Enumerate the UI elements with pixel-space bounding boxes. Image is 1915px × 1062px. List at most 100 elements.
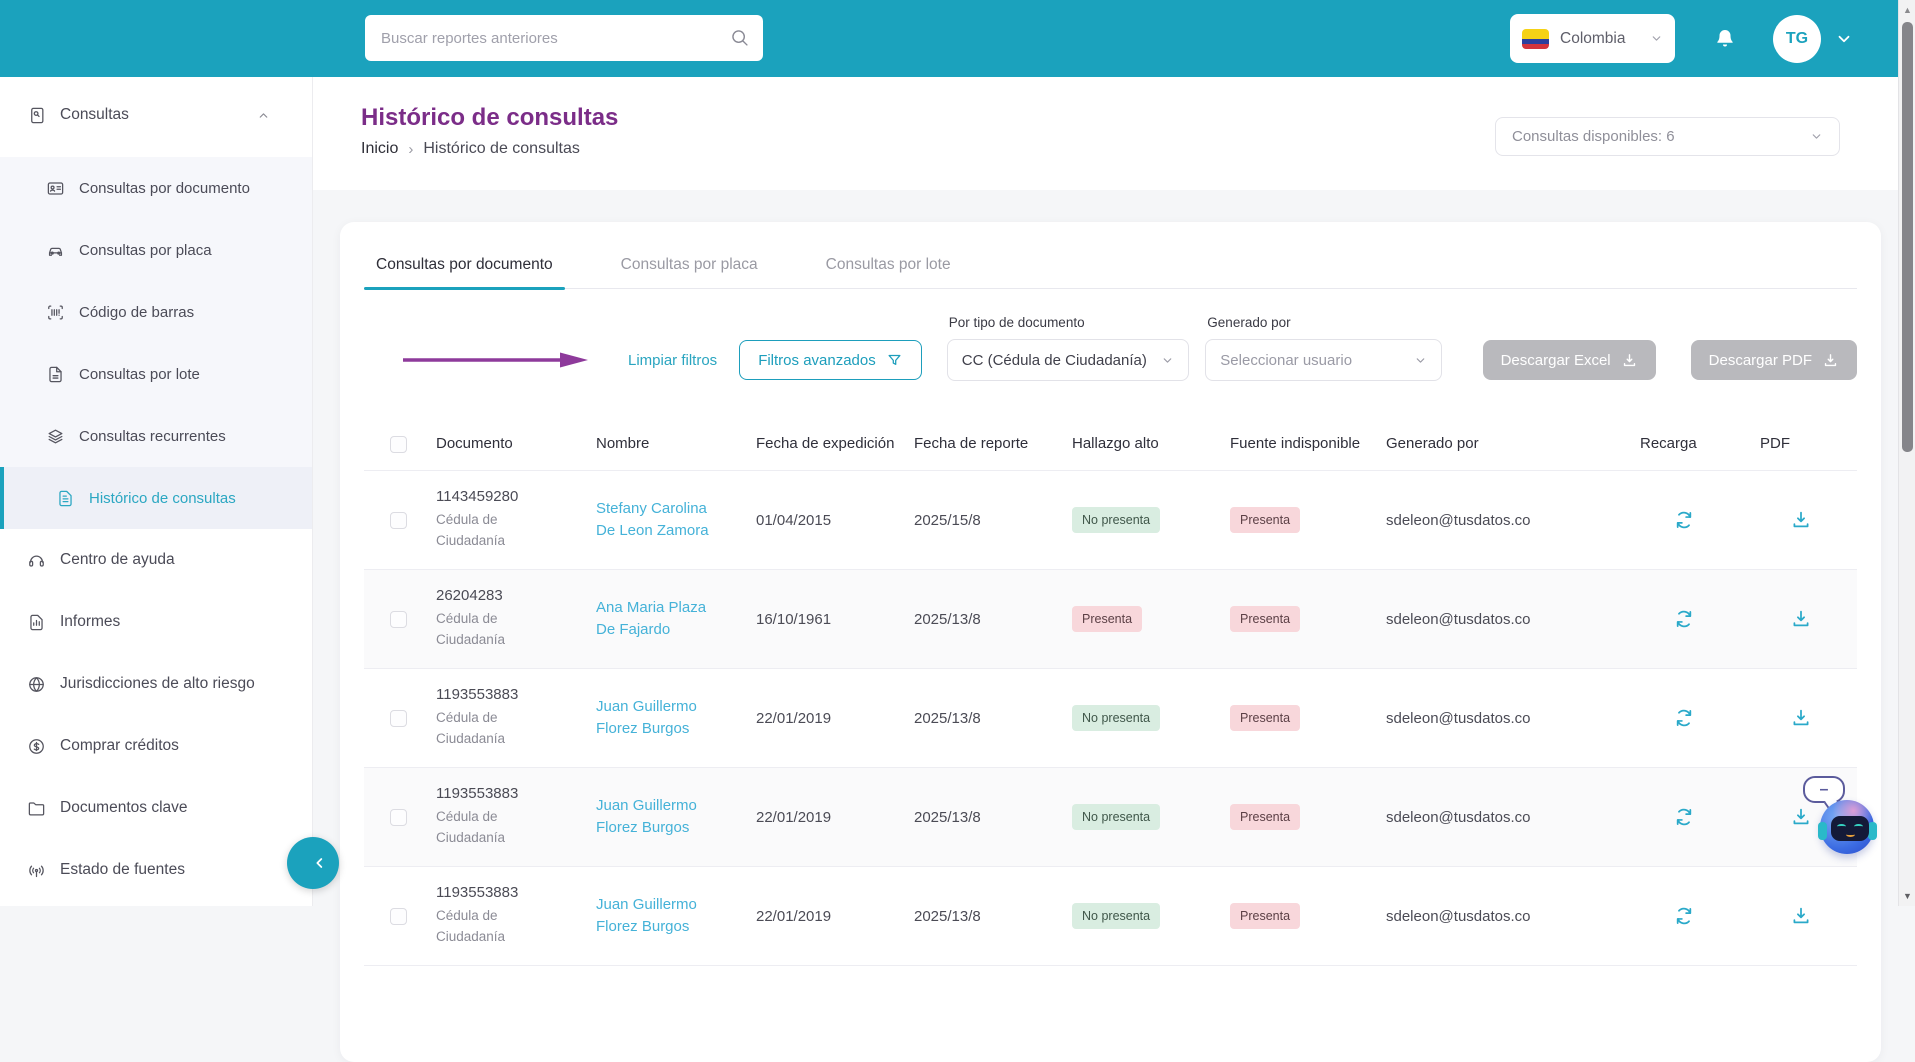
- main-content: Histórico de consultas Inicio › Históric…: [313, 77, 1898, 906]
- unavailable-source-badge: Presenta: [1230, 804, 1300, 830]
- tab-consultas-por-placa[interactable]: Consultas por placa: [609, 248, 770, 288]
- refresh-icon[interactable]: [1673, 905, 1695, 927]
- scroll-up-arrow[interactable]: ▲: [1899, 2, 1915, 18]
- row-checkbox[interactable]: [390, 710, 407, 727]
- doc-type-select[interactable]: CC (Cédula de Ciudadanía): [947, 339, 1190, 381]
- name-cell: Juan Guillermo Florez Burgos: [580, 696, 740, 741]
- person-name-link[interactable]: Ana Maria Plaza De Fajardo: [596, 597, 716, 642]
- sidebar-item-consultas-por-lote[interactable]: Consultas por lote: [0, 343, 312, 405]
- sidebar-item-estado-de-fuentes[interactable]: Estado de fuentes: [0, 839, 312, 901]
- notifications-bell-icon[interactable]: [1713, 27, 1737, 51]
- clear-filters-link[interactable]: Limpiar filtros: [628, 352, 717, 369]
- row-checkbox[interactable]: [390, 908, 407, 925]
- refresh-icon[interactable]: [1673, 608, 1695, 630]
- unavailable-source-cell: Presenta: [1214, 606, 1370, 632]
- sidebar-item-consultas[interactable]: Consultas: [0, 91, 312, 139]
- doc-type-value: CC (Cédula de Ciudadanía): [962, 352, 1152, 369]
- chatbot-ear: [1868, 822, 1877, 840]
- refresh-icon[interactable]: [1673, 806, 1695, 828]
- document-type: Cédula de Ciudadanía: [436, 807, 536, 849]
- sidebar-item-historico-de-consultas[interactable]: Histórico de consultas: [0, 467, 312, 529]
- chevron-up-icon: [257, 109, 270, 122]
- search-input[interactable]: [365, 15, 763, 61]
- breadcrumb-current: Histórico de consultas: [423, 140, 580, 158]
- globe-icon: [27, 675, 46, 694]
- sidebar-collapse-button[interactable]: [287, 837, 339, 889]
- scrollbar-thumb[interactable]: [1902, 22, 1913, 452]
- sidebar-item-comprar-creditos[interactable]: Comprar créditos: [0, 715, 312, 777]
- row-checkbox-cell: [364, 512, 420, 529]
- download-excel-button[interactable]: Descargar Excel: [1483, 340, 1656, 380]
- column-header-generado-por: Generado por: [1370, 434, 1624, 454]
- select-all-checkbox[interactable]: [390, 436, 407, 453]
- download-icon[interactable]: [1790, 608, 1812, 630]
- sidebar-item-consultas-recurrentes[interactable]: Consultas recurrentes: [0, 405, 312, 467]
- column-header-recarga: Recarga: [1624, 434, 1744, 454]
- sidebar-item-label: Consultas por placa: [79, 242, 212, 259]
- sidebar-item-codigo-de-barras[interactable]: Código de barras: [0, 281, 312, 343]
- sidebar-item-label: Consultas por lote: [79, 366, 200, 383]
- document-number: 26204283: [436, 587, 580, 604]
- tab-consultas-por-documento[interactable]: Consultas por documento: [364, 248, 565, 288]
- sidebar-item-jurisdicciones-de-alto-riesgo[interactable]: Jurisdicciones de alto riesgo: [0, 653, 312, 715]
- download-icon[interactable]: [1790, 806, 1812, 828]
- name-cell: Stefany Carolina De Leon Zamora: [580, 498, 740, 543]
- avatar[interactable]: TG: [1773, 15, 1821, 63]
- sidebar-item-documentos-clave[interactable]: Documentos clave: [0, 777, 312, 839]
- report-date-cell: 2025/15/8: [898, 512, 1056, 529]
- chatbot-icon[interactable]: [1817, 800, 1877, 858]
- download-icon[interactable]: [1790, 707, 1812, 729]
- refresh-icon[interactable]: [1673, 509, 1695, 531]
- column-header-pdf: PDF: [1744, 434, 1857, 454]
- sidebar-item-label: Jurisdicciones de alto riesgo: [60, 675, 255, 693]
- layers-icon: [46, 427, 65, 446]
- high-finding-cell: No presenta: [1056, 507, 1214, 533]
- recharge-cell: [1624, 806, 1744, 828]
- user-menu-chevron-icon[interactable]: [1835, 30, 1853, 48]
- person-name-link[interactable]: Juan Guillermo Florez Burgos: [596, 696, 716, 741]
- generated-by-cell: sdeleon@tusdatos.co: [1370, 611, 1624, 628]
- row-checkbox-cell: [364, 611, 420, 628]
- row-checkbox[interactable]: [390, 611, 407, 628]
- person-name-link[interactable]: Stefany Carolina De Leon Zamora: [596, 498, 716, 543]
- row-checkbox-cell: [364, 809, 420, 826]
- top-header-bar: Colombia TG: [0, 0, 1915, 77]
- sidebar-item-consultas-por-documento[interactable]: Consultas por documento: [0, 157, 312, 219]
- chat-minimize-bubble[interactable]: –: [1803, 776, 1845, 803]
- download-icon[interactable]: [1790, 905, 1812, 927]
- advanced-filters-button[interactable]: Filtros avanzados: [739, 340, 922, 380]
- person-name-link[interactable]: Juan Guillermo Florez Burgos: [596, 795, 716, 840]
- sidebar-item-consultas-por-placa[interactable]: Consultas por placa: [0, 219, 312, 281]
- sidebar-item-label: Informes: [60, 613, 120, 631]
- page-title: Histórico de consultas: [361, 104, 618, 132]
- download-pdf-button[interactable]: Descargar PDF: [1691, 340, 1857, 380]
- doc-type-filter-label: Por tipo de documento: [949, 315, 1085, 330]
- sidebar-main-items: Centro de ayuda Informes Jurisdicciones de…: [0, 529, 312, 901]
- generated-by-select[interactable]: Seleccionar usuario: [1205, 339, 1441, 381]
- tab-consultas-por-lote[interactable]: Consultas por lote: [814, 248, 963, 288]
- download-icon[interactable]: [1790, 509, 1812, 531]
- download-icon: [1822, 352, 1839, 369]
- available-credits-dropdown[interactable]: Consultas disponibles: 6: [1495, 117, 1840, 156]
- sidebar-item-informes[interactable]: Informes: [0, 591, 312, 653]
- person-name-link[interactable]: Juan Guillermo Florez Burgos: [596, 894, 716, 939]
- minus-icon: –: [1820, 781, 1829, 799]
- recharge-cell: [1624, 707, 1744, 729]
- issue-date-cell: 22/01/2019: [740, 908, 898, 925]
- high-finding-badge: Presenta: [1072, 606, 1142, 632]
- row-checkbox[interactable]: [390, 809, 407, 826]
- tab-bar: Consultas por documento Consultas por pla…: [364, 248, 1857, 289]
- headset-icon: [27, 551, 46, 570]
- document-type: Cédula de Ciudadanía: [436, 609, 536, 651]
- scroll-down-arrow[interactable]: ▼: [1899, 888, 1915, 904]
- row-checkbox[interactable]: [390, 512, 407, 529]
- country-selector[interactable]: Colombia: [1510, 14, 1675, 63]
- refresh-icon[interactable]: [1673, 707, 1695, 729]
- breadcrumb-home[interactable]: Inicio: [361, 140, 398, 158]
- column-header-hallazgo-alto: Hallazgo alto: [1056, 434, 1214, 454]
- row-checkbox-cell: [364, 908, 420, 925]
- sidebar-item-centro-de-ayuda[interactable]: Centro de ayuda: [0, 529, 312, 591]
